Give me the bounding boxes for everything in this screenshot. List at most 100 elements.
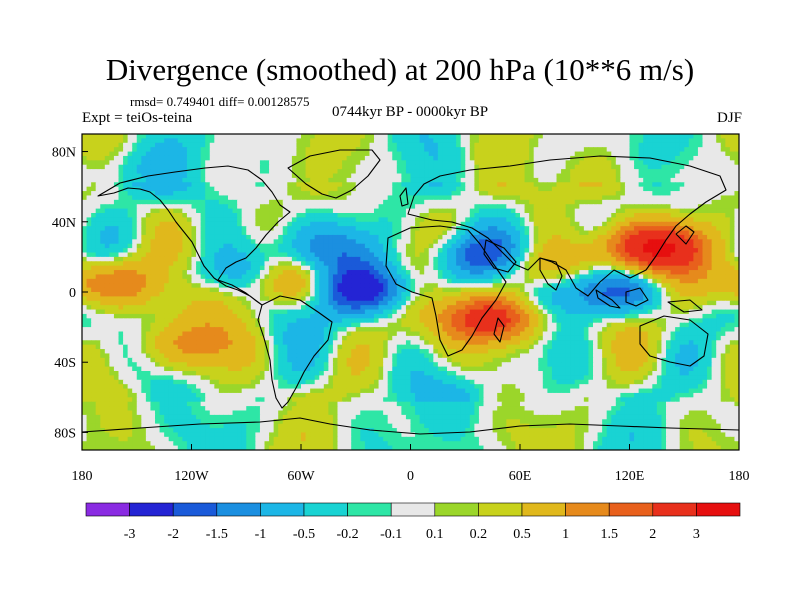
field-cell	[150, 226, 155, 231]
field-cell	[310, 226, 315, 231]
field-cell	[105, 266, 110, 271]
field-cell	[515, 152, 520, 157]
field-cell	[296, 222, 301, 227]
field-cell	[87, 165, 92, 170]
field-cell	[630, 248, 635, 253]
field-cell	[315, 178, 320, 183]
field-cell	[292, 231, 297, 236]
field-cell	[237, 174, 242, 179]
field-cell	[164, 152, 169, 157]
field-cell	[196, 217, 201, 222]
field-cell	[465, 217, 470, 222]
field-cell	[182, 169, 187, 174]
field-cell	[369, 226, 374, 231]
field-cell	[725, 244, 730, 249]
field-cell	[657, 138, 662, 143]
field-cell	[552, 138, 557, 143]
field-cell	[648, 160, 653, 165]
field-cell	[502, 143, 507, 148]
field-cell	[82, 270, 87, 275]
field-cell	[598, 270, 603, 275]
field-cell	[397, 248, 402, 253]
field-cell	[707, 174, 712, 179]
field-cell	[242, 200, 247, 205]
field-cell	[150, 239, 155, 244]
field-cell	[474, 204, 479, 209]
field-cell	[611, 169, 616, 174]
field-cell	[269, 266, 274, 271]
field-cell	[296, 217, 301, 222]
field-cell	[543, 239, 548, 244]
field-cell	[296, 143, 301, 148]
field-cell	[707, 248, 712, 253]
field-cell	[420, 274, 425, 279]
field-cell	[424, 200, 429, 205]
field-cell	[497, 195, 502, 200]
field-cell	[470, 248, 475, 253]
field-cell	[109, 266, 114, 271]
field-cell	[246, 200, 251, 205]
field-cell	[520, 191, 525, 196]
field-cell	[470, 147, 475, 152]
field-cell	[484, 143, 489, 148]
field-cell	[392, 200, 397, 205]
field-cell	[401, 169, 406, 174]
field-cell	[611, 178, 616, 183]
field-cell	[278, 239, 283, 244]
field-cell	[511, 152, 516, 157]
field-cell	[274, 174, 279, 179]
field-cell	[484, 231, 489, 236]
field-cell	[242, 204, 247, 209]
field-cell	[109, 279, 114, 284]
field-cell	[493, 274, 498, 279]
field-cell	[616, 261, 621, 266]
field-cell	[338, 279, 343, 284]
field-cell	[255, 209, 260, 214]
field-cell	[511, 274, 516, 279]
field-cell	[525, 253, 530, 258]
field-cell	[411, 253, 416, 258]
field-cell	[620, 147, 625, 152]
field-cell	[538, 152, 543, 157]
field-cell	[429, 165, 434, 170]
field-cell	[447, 187, 452, 192]
field-cell	[351, 279, 356, 284]
field-cell	[547, 152, 552, 157]
field-cell	[424, 195, 429, 200]
field-cell	[712, 143, 717, 148]
field-cell	[630, 200, 635, 205]
field-cell	[593, 187, 598, 192]
field-cell	[474, 266, 479, 271]
field-cell	[493, 204, 498, 209]
field-cell	[470, 204, 475, 209]
field-cell	[703, 195, 708, 200]
field-cell	[652, 239, 657, 244]
field-cell	[557, 244, 562, 249]
field-cell	[579, 235, 584, 240]
field-cell	[173, 174, 178, 179]
field-cell	[461, 143, 466, 148]
field-cell	[698, 279, 703, 284]
field-cell	[265, 165, 270, 170]
field-cell	[242, 138, 247, 143]
field-cell	[666, 226, 671, 231]
field-cell	[543, 191, 548, 196]
field-cell	[369, 231, 374, 236]
field-cell	[725, 147, 730, 152]
field-cell	[675, 261, 680, 266]
field-cell	[538, 187, 543, 192]
field-cell	[251, 261, 256, 266]
field-cell	[388, 138, 393, 143]
field-cell	[214, 257, 219, 262]
field-cell	[287, 156, 292, 161]
field-cell	[602, 195, 607, 200]
field-cell	[634, 134, 639, 139]
field-cell	[607, 178, 612, 183]
field-cell	[648, 134, 653, 139]
field-cell	[196, 279, 201, 284]
field-cell	[584, 134, 589, 139]
field-cell	[223, 253, 228, 258]
field-cell	[196, 200, 201, 205]
field-cell	[301, 244, 306, 249]
field-cell	[401, 152, 406, 157]
